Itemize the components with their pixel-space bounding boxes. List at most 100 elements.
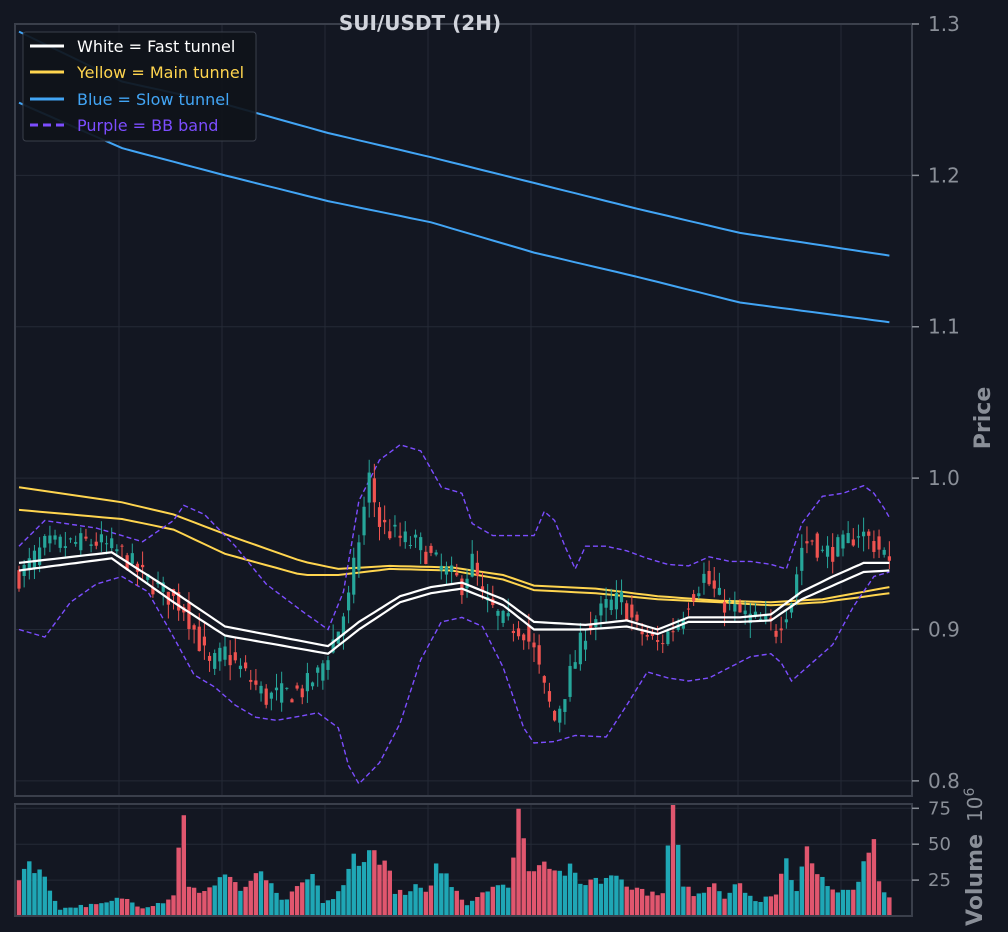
volume-bar (207, 887, 212, 916)
volume-bar (830, 889, 835, 916)
candle-body (599, 603, 603, 616)
candle-body (630, 604, 634, 618)
volume-bar (531, 871, 537, 916)
candle-body (104, 543, 109, 545)
candle-body (141, 564, 145, 568)
volume-bar (109, 900, 114, 916)
candle-body (862, 531, 866, 537)
candle-body (48, 535, 52, 544)
volume-bar (825, 886, 830, 916)
fast-tunnel-upper-line (18, 551, 890, 648)
volume-bar (578, 883, 583, 916)
candle-body (836, 537, 840, 557)
volume-bar (186, 886, 192, 916)
candle-body (305, 673, 309, 692)
price-tick-label: 1.3 (928, 12, 960, 36)
volume-bar (500, 884, 506, 916)
candle-body (280, 683, 284, 703)
volume-bar (706, 887, 712, 916)
candle-body (511, 630, 515, 634)
candle-body (94, 541, 98, 546)
candle-body (841, 534, 845, 549)
candle-body (547, 691, 552, 702)
volume-bar (655, 895, 660, 916)
volume-bar (418, 887, 423, 916)
candle-body (419, 537, 423, 551)
candle-body (120, 545, 124, 547)
candle-body (341, 616, 346, 636)
candle-body (110, 538, 114, 549)
candle-body (882, 549, 886, 555)
volume-bar (264, 880, 269, 916)
candle-body (58, 536, 62, 548)
volume-bar (320, 903, 326, 916)
candle-body (32, 550, 37, 569)
volume-bar (495, 885, 501, 916)
candle-body (640, 631, 644, 635)
candle-body (223, 646, 227, 660)
fast-tunnel (18, 551, 890, 655)
legend-label-main: Yellow = Main tunnel (76, 63, 244, 82)
volume-bar (799, 866, 804, 916)
volume-bar (145, 907, 150, 916)
candle-body (609, 599, 613, 611)
volume-bar (794, 891, 799, 916)
volume-bar (809, 863, 815, 916)
volume-bar (629, 889, 635, 916)
candle-body (439, 565, 443, 571)
volume-bar (516, 808, 521, 916)
legend-box (22, 31, 257, 142)
candle-body (367, 472, 371, 503)
volume-bar (727, 892, 732, 916)
candle-body (676, 624, 680, 630)
volume-bar (470, 900, 475, 916)
volume-bar (763, 896, 768, 916)
volume-bar (609, 875, 614, 916)
volume-bar (861, 861, 866, 916)
legend: White = Fast tunnel Yellow = Main tunnel… (22, 31, 257, 142)
volume-bar (639, 888, 645, 916)
volume-bar (325, 900, 331, 916)
volume-bar (557, 870, 562, 916)
price-tick-label: 0.8 (928, 769, 960, 793)
price-axis-title: Price (971, 387, 996, 449)
candle-body (671, 631, 675, 633)
volume-bar (815, 874, 820, 916)
volume-axis-title: Volume (963, 834, 988, 926)
volume-bar (748, 895, 753, 916)
volume-bar (536, 865, 542, 916)
candle-body (604, 599, 608, 608)
candle-body (475, 562, 479, 576)
volume-bar (851, 889, 856, 916)
candle-body (228, 655, 232, 666)
candle-body (238, 665, 243, 670)
volume-bar (593, 877, 598, 916)
candle-body (310, 682, 315, 687)
volume-bar (382, 860, 387, 916)
candle-body (398, 535, 402, 538)
candle-body (645, 635, 649, 637)
volume-bar (243, 886, 248, 916)
volume-bar (27, 861, 32, 916)
volume-bar (253, 873, 259, 916)
volume-bar (191, 887, 197, 916)
candle-body (274, 687, 279, 691)
volume-bar (887, 897, 892, 916)
volume-bar (506, 887, 511, 916)
volume-bar (511, 857, 516, 916)
volume-bar (882, 892, 887, 916)
volume-bar (562, 875, 568, 916)
volume-bar (583, 885, 588, 916)
candle-body (831, 546, 835, 562)
fast-tunnel-lower-line (18, 557, 890, 655)
volume-bar (88, 903, 94, 916)
volume-bar (248, 880, 253, 916)
volume-bar (691, 896, 696, 916)
volume-bar (346, 868, 351, 916)
volume-bar (315, 885, 320, 916)
candle-body (408, 544, 412, 546)
candle-body (146, 573, 150, 580)
chart-title: SUI/USDT (2H) (339, 11, 501, 35)
candle-body (264, 688, 268, 705)
